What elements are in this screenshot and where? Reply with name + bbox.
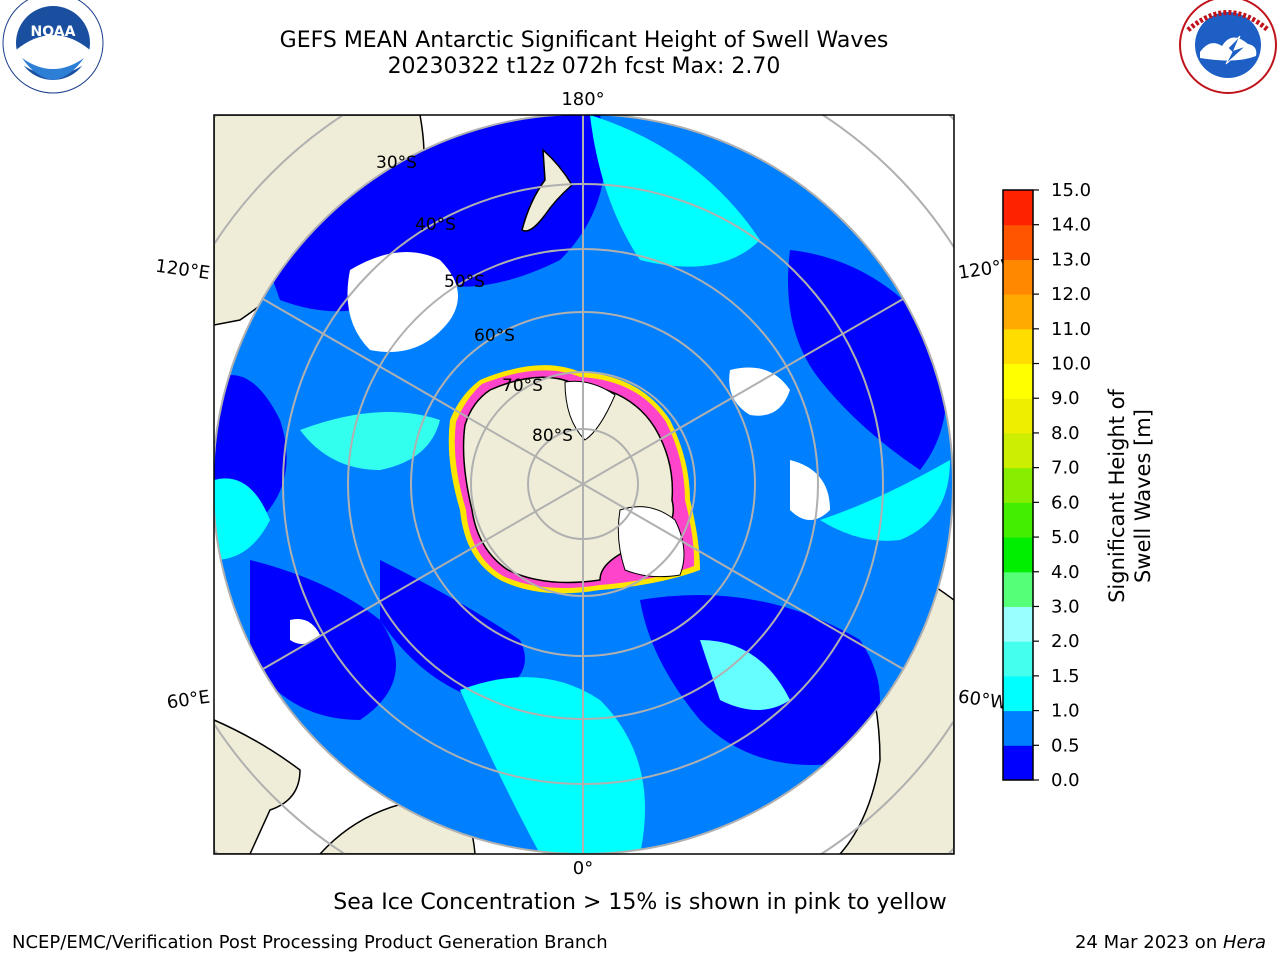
colorbar-tick-label: 13.0 bbox=[1051, 249, 1091, 270]
colorbar-segment bbox=[1003, 641, 1033, 677]
colorbar-tick-label: 10.0 bbox=[1051, 354, 1091, 375]
colorbar-tick-label: 12.0 bbox=[1051, 284, 1091, 305]
sea-ice-note: Sea Ice Concentration > 15% is shown in … bbox=[333, 890, 947, 915]
colorbar-segment bbox=[1003, 467, 1033, 503]
colorbar-tick-label: 5.0 bbox=[1051, 527, 1080, 548]
chart-subtitle: 20230322 t12z 072h fcst Max: 2.70 bbox=[387, 54, 781, 79]
lat-label-50s: 50°S bbox=[444, 272, 485, 292]
colorbar-tick-label: 1.0 bbox=[1051, 701, 1080, 722]
lon-label-180: 180° bbox=[561, 89, 604, 110]
colorbar-tick-label: 14.0 bbox=[1051, 215, 1091, 236]
lat-label-80s: 80°S bbox=[532, 426, 573, 446]
colorbar-segment bbox=[1003, 606, 1033, 642]
new-zealand-land bbox=[521, 148, 573, 232]
colorbar-tick-label: 8.0 bbox=[1051, 423, 1080, 444]
lon-label-0: 0° bbox=[573, 858, 593, 879]
lon-label-120e: 120°E bbox=[154, 256, 211, 284]
colorbar-segment bbox=[1003, 363, 1033, 399]
colorbar-tick-label: 0.5 bbox=[1051, 735, 1080, 756]
lon-label-60w: 60°W bbox=[957, 686, 1009, 714]
colorbar-segment bbox=[1003, 675, 1033, 712]
lat-labels: 30°S 40°S 50°S 60°S 70°S 80°S bbox=[376, 153, 573, 446]
colorbar-tick-label: 7.0 bbox=[1051, 458, 1080, 479]
lat-label-70s: 70°S bbox=[502, 376, 543, 396]
lon-label-60e: 60°E bbox=[166, 687, 212, 714]
lat-label-60s: 60°S bbox=[474, 326, 515, 346]
footer-date: 24 Mar 2023 on Hera bbox=[1075, 932, 1266, 953]
lat-label-40s: 40°S bbox=[415, 215, 456, 235]
colorbar-frame bbox=[1002, 189, 1034, 781]
chart-title: GEFS MEAN Antarctic Significant Height o… bbox=[279, 28, 889, 53]
colorbar-tick-label: 15.0 bbox=[1051, 180, 1091, 201]
colorbar-tick-label: 11.0 bbox=[1051, 319, 1091, 340]
colorbar: 0.0 0.5 1.0 1.5 2.0 3.0 4.0 5.0 6.0 7.0 8.0 9.0 10.0… bbox=[1002, 180, 1091, 791]
noaa-logo-text: NOAA bbox=[31, 24, 76, 40]
colorbar-segment bbox=[1003, 571, 1033, 607]
colorbar-segment bbox=[1003, 190, 1033, 226]
colorbar-tick-label: 2.0 bbox=[1051, 631, 1080, 652]
colorbar-segment bbox=[1003, 224, 1033, 260]
colorbar-tick-label: 0.0 bbox=[1051, 770, 1080, 791]
colorbar-segment bbox=[1003, 537, 1033, 573]
map-frame bbox=[213, 114, 955, 855]
lat-label-30s: 30°S bbox=[376, 153, 417, 173]
colorbar-tick-label: 6.0 bbox=[1051, 492, 1080, 513]
footer-host: Hera bbox=[1222, 932, 1266, 953]
colorbar-tick-label: 1.5 bbox=[1051, 666, 1080, 687]
footer-credit: NCEP/EMC/Verification Post Processing Pr… bbox=[12, 932, 608, 953]
nws-logo bbox=[1179, 0, 1277, 94]
colorbar-segment bbox=[1003, 328, 1033, 365]
map-area bbox=[214, 115, 954, 854]
colorbar-segment bbox=[1003, 432, 1033, 469]
colorbar-segment bbox=[1003, 502, 1033, 538]
colorbar-segment bbox=[1003, 745, 1033, 781]
colorbar-segment bbox=[1003, 259, 1033, 295]
footer-date-text: 24 Mar 2023 on bbox=[1074, 932, 1223, 953]
noaa-logo: NOAA bbox=[2, 0, 104, 94]
colorbar-tick-label: 3.0 bbox=[1051, 596, 1080, 617]
colorbar-segment bbox=[1003, 398, 1033, 434]
colorbar-segment bbox=[1003, 294, 1033, 330]
colorbar-tick-label: 9.0 bbox=[1051, 388, 1080, 409]
graticule bbox=[214, 115, 954, 854]
colorbar-tick-label: 4.0 bbox=[1051, 562, 1080, 583]
colorbar-segment bbox=[1003, 710, 1033, 746]
colorbar-label: Significant Height of Swell Waves [m] bbox=[1105, 389, 1155, 603]
